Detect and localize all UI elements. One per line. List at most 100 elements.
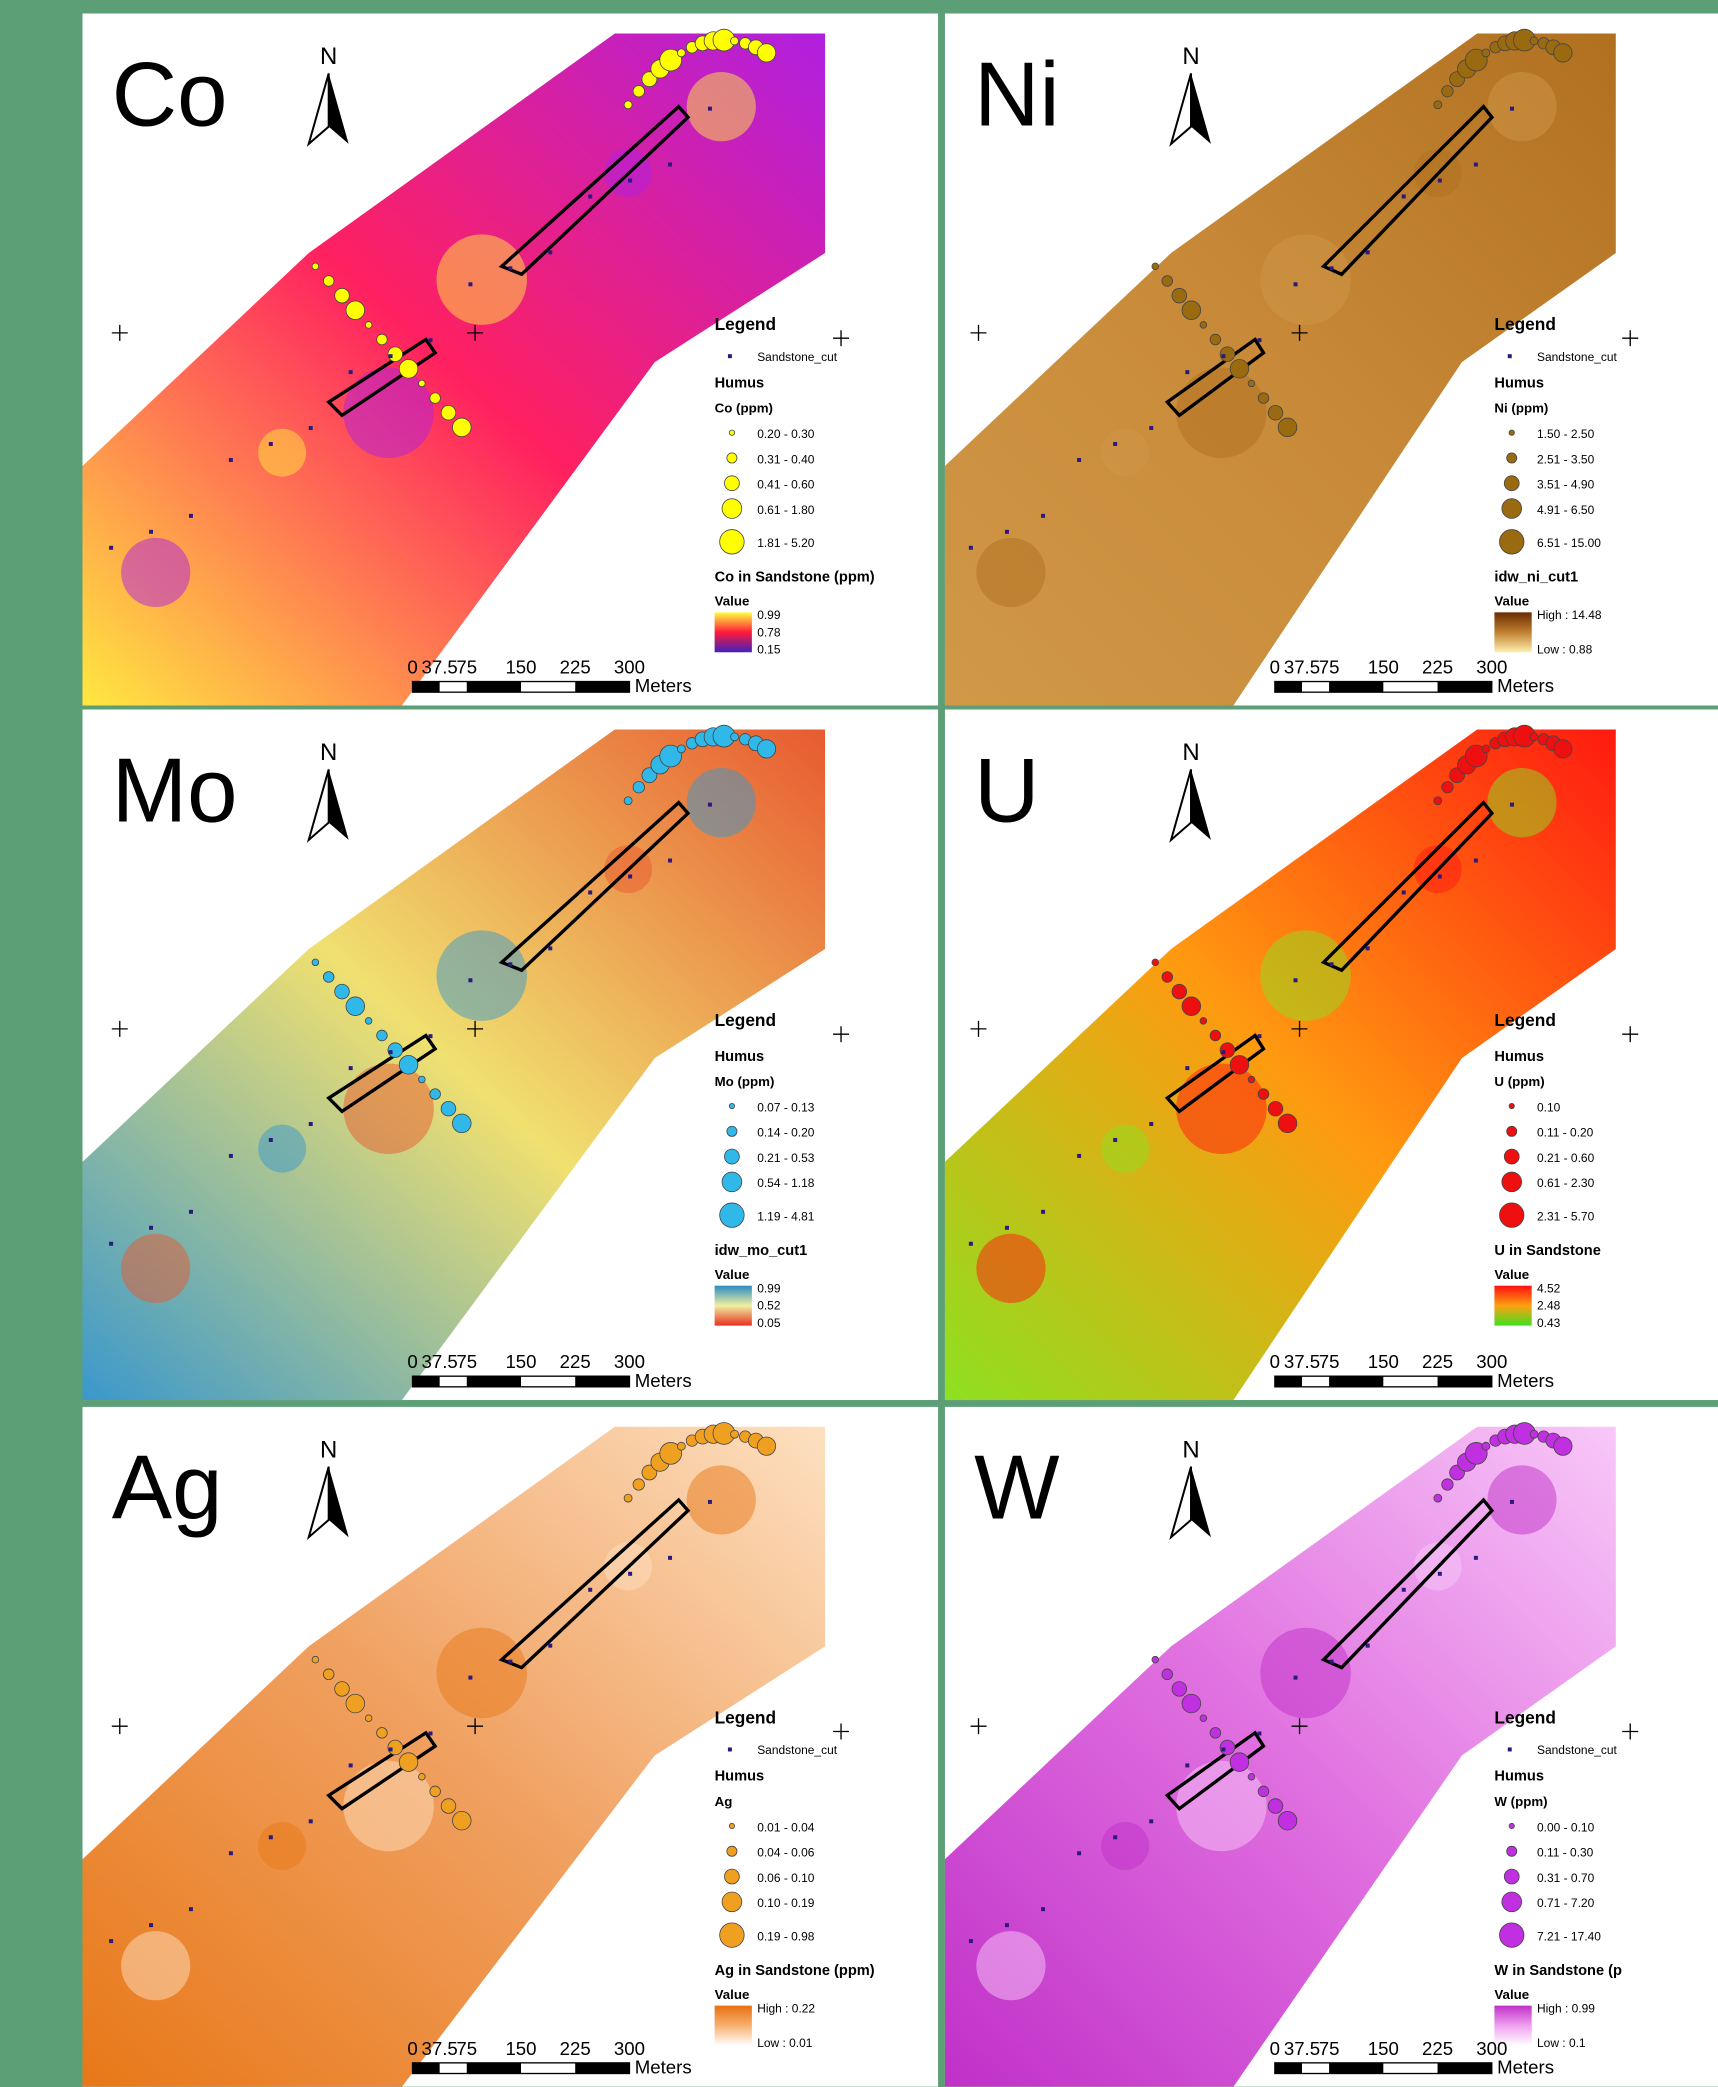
scale-label: 37.5 [422, 1351, 458, 1372]
sandstone-point [109, 1939, 113, 1943]
sample-point [452, 1114, 471, 1133]
sandstone-point [149, 1923, 153, 1927]
sample-point [312, 263, 319, 270]
sample-point [335, 1682, 350, 1697]
scale-segment [1329, 682, 1383, 693]
sample-point [1152, 1656, 1159, 1663]
legend-symbol [729, 1823, 734, 1828]
sandstone-point [628, 874, 632, 878]
sandstone-point [389, 1050, 393, 1054]
sample-point [1258, 1089, 1269, 1100]
legend-class: 4.91 - 6.50 [1537, 503, 1595, 517]
map-panel: WNLegendSandstone_cutHumusW (ppm)0.00 - … [945, 1407, 1718, 2087]
sample-point [419, 380, 426, 387]
value-title: Value [715, 1987, 750, 2002]
sample-point [1220, 347, 1235, 362]
legend-symbol [1508, 1747, 1512, 1751]
scale-unit: Meters [635, 675, 692, 696]
sample-point [1162, 276, 1173, 287]
sample-point [346, 997, 365, 1016]
legend-class: 0.41 - 0.60 [757, 478, 815, 492]
sandstone-point [1077, 1851, 1081, 1855]
ramp-label: High : 0.99 [1537, 2001, 1595, 2015]
value-title: Value [1494, 1267, 1529, 1282]
sample-point [1200, 1715, 1207, 1722]
anomaly [687, 72, 756, 141]
sandstone-point [668, 1556, 672, 1560]
sample-point [1278, 418, 1297, 437]
sandstone-point [1149, 1819, 1153, 1823]
sandstone-point [429, 338, 433, 342]
ramp-label: 0.99 [757, 608, 781, 622]
sample-point [1200, 322, 1207, 329]
sample-point [633, 1479, 644, 1490]
sandstone-point [389, 1747, 393, 1751]
scale-label: 75 [456, 2038, 477, 2059]
raster-title: W in Sandstone (p [1494, 1963, 1622, 1979]
sandstone-point [1005, 1226, 1009, 1230]
map-panel: MoNLegendHumusMo (ppm)0.07 - 0.130.14 - … [83, 709, 939, 1400]
value-title: Value [715, 594, 750, 609]
sample-point [377, 1030, 388, 1041]
map-panel: UNLegendHumusU (ppm)0.100.11 - 0.200.21 … [945, 709, 1718, 1400]
sample-point [1482, 49, 1490, 57]
legend-item: Sandstone_cut [1537, 1743, 1618, 1757]
legend-title: Legend [1494, 314, 1555, 334]
sample-point [335, 288, 350, 303]
scale-segment [1438, 682, 1492, 693]
page: CoNLegendSandstone_cutHumusCo (ppm)0.20 … [0, 0, 1718, 2087]
legend-class: 3.51 - 4.90 [1537, 478, 1595, 492]
sandstone-point [668, 859, 672, 863]
sample-point [346, 301, 365, 320]
sample-point [1482, 1442, 1490, 1450]
anomaly [1260, 1628, 1350, 1718]
sandstone-point [1438, 874, 1442, 878]
sample-point [1434, 797, 1442, 805]
legend-class: 0.54 - 1.18 [757, 1176, 815, 1190]
legend-symbol [1509, 1823, 1514, 1828]
sample-point [377, 334, 388, 345]
sample-point [441, 1101, 456, 1116]
scale-label: 0 [1270, 657, 1280, 678]
legend-symbol [727, 1126, 737, 1136]
anomaly [258, 1125, 306, 1173]
sandstone-point [189, 514, 193, 518]
sample-point [323, 276, 334, 287]
sample-point [757, 1437, 775, 1455]
scale-label: 75 [1319, 1351, 1340, 1372]
anomaly [976, 538, 1045, 607]
sandstone-point [588, 890, 592, 894]
element-label: Ag [112, 1438, 223, 1539]
sandstone-point [269, 442, 273, 446]
anomaly [1101, 1125, 1149, 1173]
raster-title: Co in Sandstone (ppm) [715, 570, 875, 586]
anomaly [1101, 429, 1149, 477]
sample-point [1182, 301, 1201, 320]
value-title: Value [1494, 1987, 1529, 2002]
anomaly [121, 1931, 190, 2000]
sandstone-point [349, 370, 353, 374]
scale-segment [575, 1376, 629, 1387]
sample-point [377, 1728, 388, 1739]
sandstone-point [1113, 442, 1117, 446]
sample-point [1278, 1114, 1297, 1133]
legend-title: Legend [715, 1010, 776, 1030]
sandstone-point [1402, 890, 1406, 894]
ramp-label: Low : 0.01 [757, 2036, 813, 2050]
sample-point [1530, 733, 1538, 741]
ramp-label: High : 0.22 [757, 2001, 815, 2015]
sandstone-point [708, 803, 712, 807]
sample-point [399, 1055, 418, 1074]
sandstone-point [1041, 1907, 1045, 1911]
legend-symbol [1502, 1892, 1522, 1912]
sandstone-point [1510, 803, 1514, 807]
scale-label: 150 [505, 1351, 536, 1372]
color-ramp [715, 612, 752, 652]
anomaly [1260, 234, 1350, 324]
sample-point [633, 781, 644, 792]
legend-symbol [720, 1923, 744, 1947]
sandstone-point [1149, 426, 1153, 430]
ramp-label: 0.99 [757, 1281, 781, 1295]
anomaly [1487, 72, 1556, 141]
element-label: U [974, 740, 1039, 841]
